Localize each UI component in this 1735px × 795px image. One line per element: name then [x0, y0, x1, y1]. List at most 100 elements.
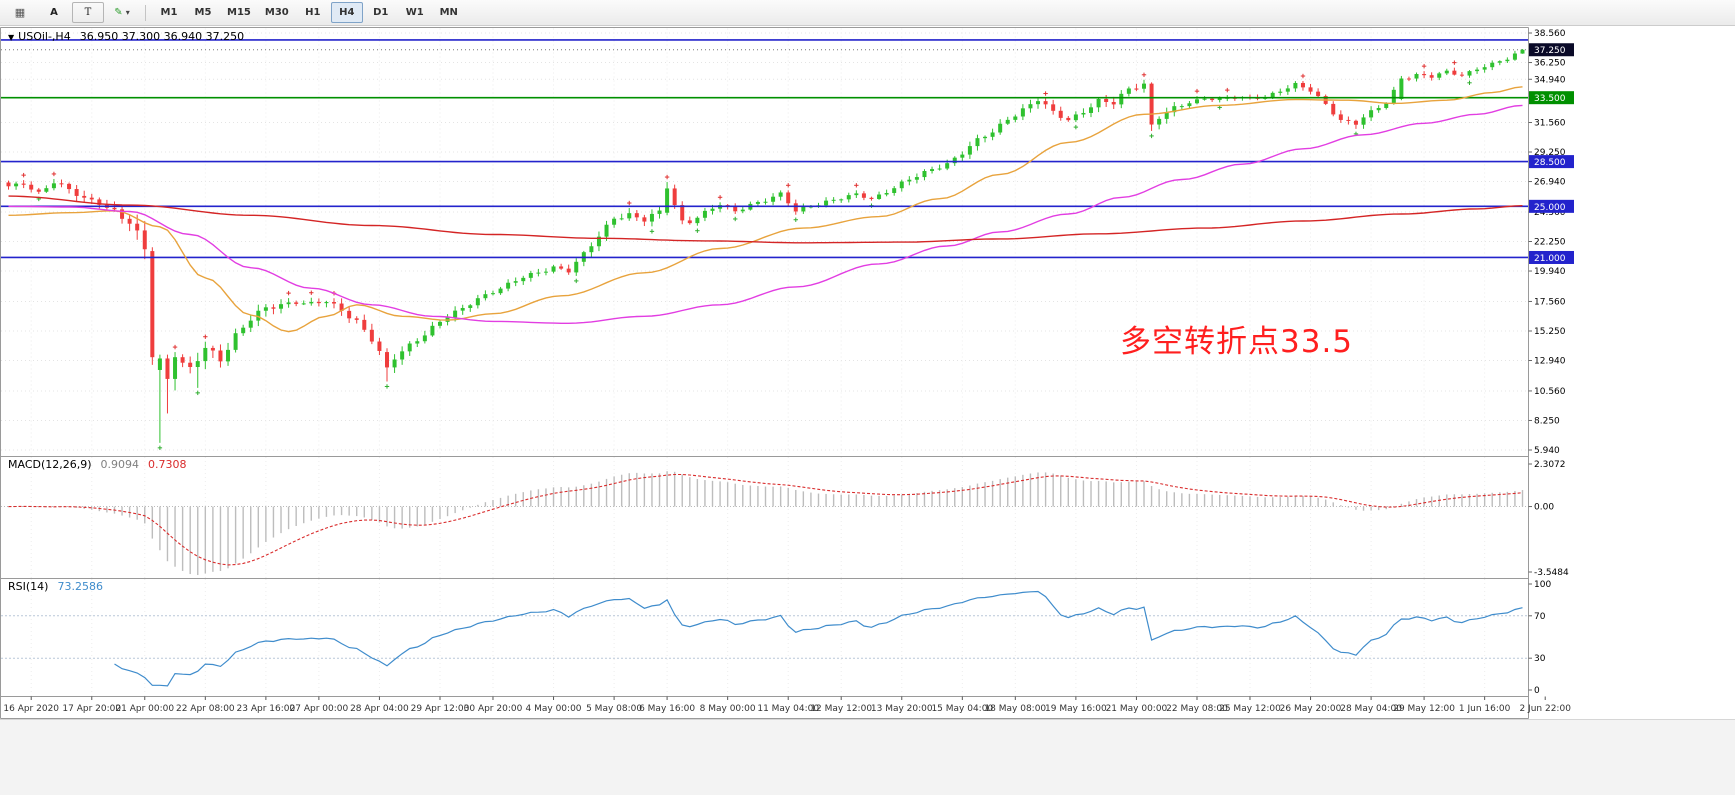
- time-axis-label: 1 Jun 16:00: [1459, 704, 1511, 714]
- macd-histogram-bar: [181, 506, 184, 571]
- candle-body: [279, 304, 284, 309]
- time-axis-label: 18 May 08:00: [984, 704, 1046, 714]
- price-scale-label: 15.250: [1534, 327, 1566, 337]
- candle-body: [437, 321, 442, 326]
- timeframe-mn-button[interactable]: MN: [439, 7, 458, 18]
- macd-histogram-bar: [1279, 497, 1281, 507]
- candle-body: [256, 310, 261, 321]
- macd-histogram-bar: [340, 506, 343, 516]
- candle-body: [1028, 104, 1033, 109]
- candle-body: [324, 302, 329, 304]
- macd-histogram-bar: [567, 487, 570, 507]
- macd-histogram-bar: [726, 482, 729, 507]
- candle-body: [1338, 114, 1343, 120]
- timeframe-w1-button[interactable]: W1: [405, 7, 424, 18]
- timeframe-m5-button[interactable]: M5: [194, 7, 212, 18]
- candle-body: [854, 193, 859, 196]
- time-axis-label: 16 Apr 2020: [3, 704, 59, 714]
- price-scale-drag-area[interactable]: [1529, 28, 1589, 719]
- candle-body: [241, 327, 246, 334]
- macd-histogram-bar: [923, 491, 926, 507]
- candle-body: [665, 188, 670, 213]
- time-axis-label: 13 May 20:00: [871, 704, 933, 714]
- candle-body: [1005, 119, 1010, 124]
- macd-histogram-bar: [666, 471, 668, 507]
- macd-scale-label: -3.5484: [1534, 568, 1569, 578]
- candle-body: [763, 201, 768, 203]
- macd-histogram-bar: [931, 490, 933, 507]
- candle-body: [1369, 110, 1374, 118]
- macd-histogram-bar: [1090, 481, 1092, 507]
- price-marker-box: [1529, 91, 1574, 105]
- macd-histogram-bar: [1082, 480, 1085, 507]
- candle-body: [354, 318, 359, 320]
- macd-histogram-bar: [356, 506, 358, 517]
- time-axis-label: 29 May 12:00: [1393, 704, 1455, 714]
- macd-histogram-bar: [590, 483, 593, 507]
- candle-body: [649, 213, 654, 222]
- macd-histogram-bar: [1483, 493, 1486, 507]
- candle-body: [824, 200, 829, 206]
- candle-body: [294, 302, 299, 304]
- candle-body: [543, 271, 548, 273]
- macd-histogram-bar: [7, 506, 10, 508]
- macd-histogram-bar: [742, 484, 744, 507]
- macd-histogram-bar: [954, 488, 956, 507]
- macd-scale-label: 0.00: [1534, 503, 1554, 513]
- timeframe-m15-button[interactable]: M15: [227, 7, 251, 18]
- macd-histogram-bar: [431, 506, 434, 522]
- timeframe-m1-button[interactable]: M1: [160, 7, 178, 18]
- label-tool-button[interactable]: T: [72, 2, 104, 23]
- color-tool-button[interactable]: ✎ ▾: [114, 7, 130, 18]
- macd-histogram-bar: [1446, 494, 1448, 507]
- macd-histogram-bar: [424, 506, 426, 525]
- candle-body: [1157, 118, 1162, 125]
- macd-histogram-bar: [1355, 506, 1357, 510]
- candle-body: [1051, 104, 1056, 111]
- candle-body: [1172, 106, 1177, 113]
- candle-body: [1179, 106, 1184, 108]
- price-scale-label: 8.250: [1534, 416, 1560, 426]
- candle-body: [1316, 91, 1321, 97]
- candle-body: [1300, 82, 1305, 88]
- macd-histogram-bar: [1370, 506, 1372, 511]
- macd-histogram-bar: [1188, 493, 1191, 507]
- timeframe-h4-button[interactable]: H4: [330, 2, 363, 23]
- macd-histogram-bar: [1256, 496, 1259, 507]
- rsi-line: [114, 590, 1523, 687]
- macd-histogram-bar: [560, 487, 562, 507]
- time-scale-drag-area[interactable]: [1, 697, 1529, 719]
- macd-histogram-bar: [1514, 490, 1516, 507]
- price-marker-label: 37.250: [1534, 46, 1566, 56]
- candle-body: [589, 246, 594, 253]
- macd-histogram-bar: [1143, 481, 1145, 507]
- macd-histogram-bar: [1271, 497, 1274, 507]
- macd-histogram-bar: [197, 506, 199, 576]
- price-scale-label: 5.940: [1534, 446, 1560, 456]
- candle-body: [36, 189, 41, 192]
- macd-histogram-bar: [151, 506, 154, 539]
- candle-body: [1081, 112, 1086, 115]
- text-tool-button[interactable]: A: [50, 7, 58, 18]
- timeframe-m30-button[interactable]: M30: [264, 7, 289, 18]
- timeframe-h1-button[interactable]: H1: [305, 7, 321, 18]
- one-click-trading-icon[interactable]: ▼: [8, 33, 15, 42]
- timeframe-d1-button[interactable]: D1: [373, 7, 389, 18]
- macd-histogram-bar: [189, 506, 191, 575]
- macd-histogram-bar: [401, 506, 403, 529]
- candle-body: [755, 201, 760, 204]
- candle-body: [248, 320, 253, 328]
- macd-histogram-bar: [1219, 494, 1221, 507]
- candle-body: [1475, 69, 1480, 72]
- grid-tool-button[interactable]: ▦: [14, 6, 26, 19]
- candle-body: [1391, 89, 1396, 104]
- chart-annotation[interactable]: 多空转折点33.5: [1120, 324, 1354, 360]
- dropdown-caret-icon[interactable]: ▾: [125, 8, 130, 17]
- candle-body: [59, 183, 64, 185]
- price-marker-label: 33.500: [1534, 94, 1566, 104]
- candle-body: [150, 251, 155, 358]
- candle-body: [1452, 70, 1457, 75]
- time-axis-label: 8 May 00:00: [700, 704, 756, 714]
- macd-histogram-bar: [1385, 506, 1387, 510]
